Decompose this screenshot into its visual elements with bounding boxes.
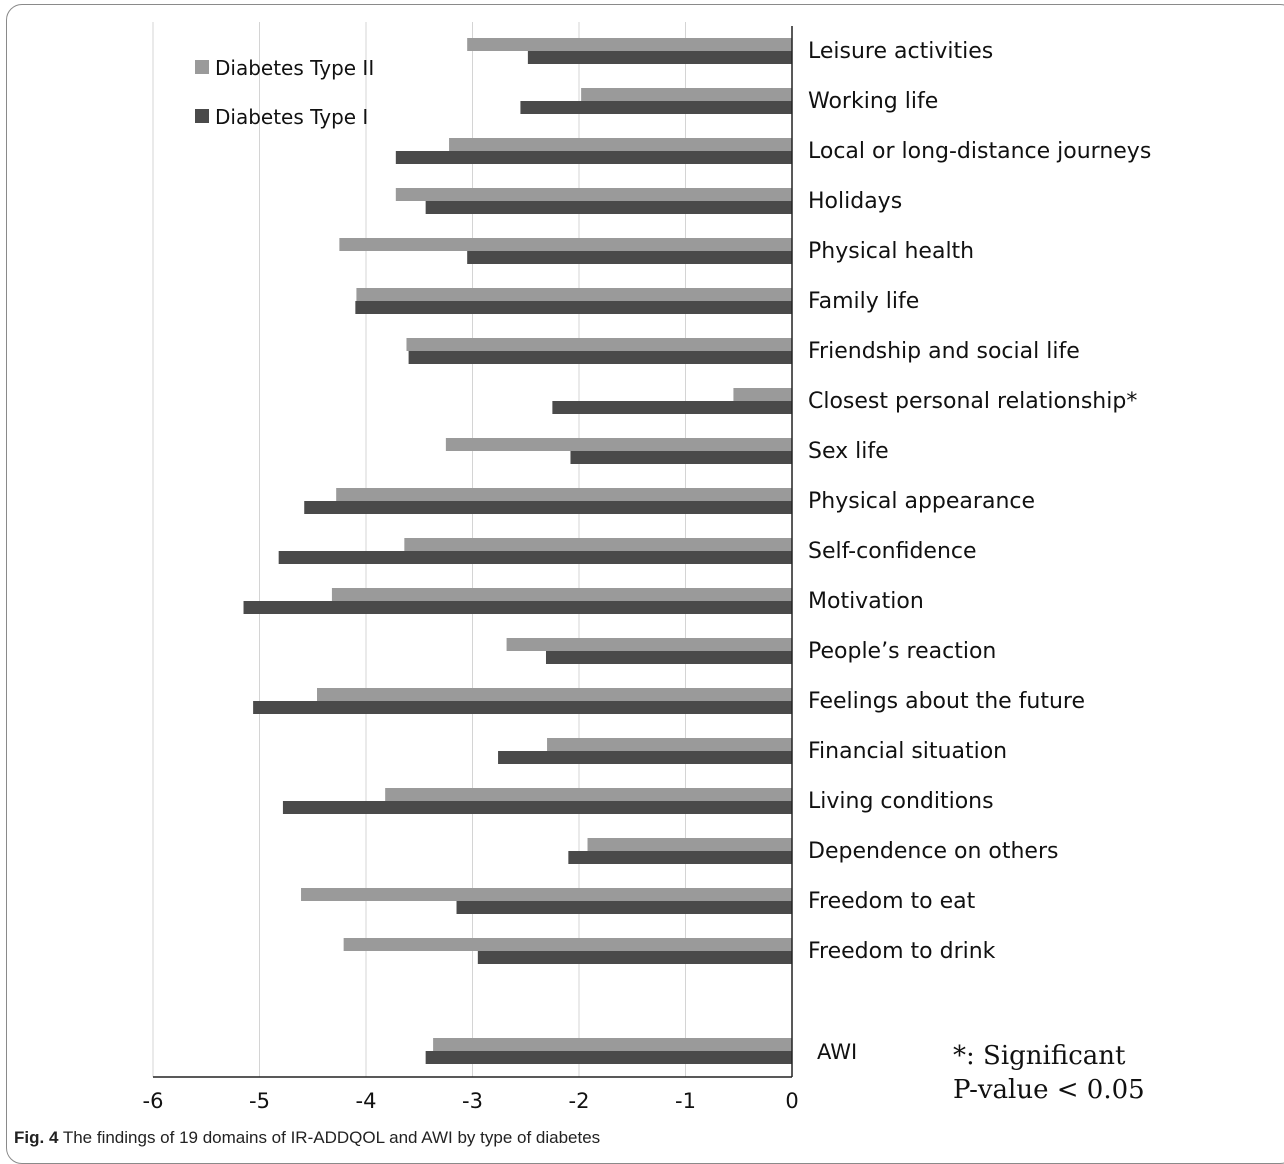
bar-type1-3 [425,201,792,214]
bar-type2-11 [331,588,792,601]
bar-type1-12 [545,651,792,664]
legend: Diabetes Type II Diabetes Type I [195,56,374,129]
legend-swatch-type2 [195,60,209,74]
caption-text: The findings of 19 domains of IR-ADDQOL … [62,1128,601,1147]
category-label: Physical health [808,239,974,264]
category-label: Sex life [808,439,889,464]
category-label: Self-confidence [808,539,977,564]
category-label: Holidays [808,189,902,214]
bar-type2-0 [467,38,792,51]
x-tick-label: -6 [143,1089,164,1113]
awi-label: AWI [817,1040,857,1064]
figure-caption: Fig. 4 The findings of 19 domains of IR-… [14,1128,600,1148]
category-label: Physical appearance [808,489,1035,514]
category-label: Family life [808,289,919,314]
note-line-2: P-value < 0.05 [953,1075,1145,1105]
x-tick-labels: -6 -5 -4 -3 -2 -1 0 [143,1089,799,1113]
bar-type2-19 [433,1038,792,1051]
category-label: Financial situation [808,739,1007,764]
legend-label-type2: Diabetes Type II [215,56,374,80]
bar-type1-1 [520,101,792,114]
category-label: Motivation [808,589,924,614]
bar-type1-0 [527,51,792,64]
bar-type2-16 [587,838,792,851]
bars [243,38,793,1064]
bar-type1-6 [408,351,792,364]
bar-type1-7 [552,401,792,414]
bar-type2-8 [445,438,792,451]
bar-type2-6 [406,338,792,351]
bar-type1-10 [278,551,792,564]
bar-type1-11 [243,601,792,614]
x-tick-label: -2 [569,1089,590,1113]
bar-type2-17 [301,888,792,901]
category-label: Local or long-distance journeys [808,139,1151,164]
bar-type2-4 [339,238,792,251]
bar-type2-9 [336,488,792,501]
note-line-1: *: Significant [953,1041,1126,1071]
bar-type2-2 [449,138,792,151]
category-label: Friendship and social life [808,339,1080,364]
caption-fig-label: Fig. 4 [14,1128,59,1147]
category-label: Leisure activities [808,39,993,64]
category-label: People’s reaction [808,639,996,664]
bar-type1-5 [355,301,792,314]
category-label: Freedom to drink [808,939,996,964]
bar-type1-13 [253,701,793,714]
bar-type2-10 [404,538,792,551]
bar-type2-15 [385,788,792,801]
x-tick-label: -4 [356,1089,377,1113]
category-label: Living conditions [808,789,994,814]
legend-swatch-type1 [195,109,209,123]
category-label: Closest personal relationship* [808,389,1137,414]
bar-chart: -6 -5 -4 -3 -2 -1 0 Leisure activities Working … [143,22,1151,1113]
bar-type2-18 [343,938,792,951]
category-label: Dependence on others [808,839,1058,864]
bar-type2-3 [395,188,792,201]
bar-type1-4 [467,251,792,264]
category-label: Freedom to eat [808,889,976,914]
x-tick-label: -3 [462,1089,483,1113]
category-label: Feelings about the future [808,689,1085,714]
bar-type2-12 [506,638,792,651]
significance-note: *: Significant P-value < 0.05 [953,1041,1145,1105]
bar-type2-1 [581,88,792,101]
bar-type1-17 [456,901,792,914]
bar-type2-14 [547,738,792,751]
bar-type1-2 [395,151,792,164]
bar-type1-16 [568,851,792,864]
bar-type2-13 [317,688,792,701]
bar-type1-15 [282,801,792,814]
bar-type2-5 [356,288,792,301]
x-tick-label: -5 [249,1089,270,1113]
bar-type1-9 [304,501,792,514]
bar-type1-18 [477,951,792,964]
bar-type1-14 [498,751,792,764]
x-tick-label: -1 [675,1089,696,1113]
category-label: Working life [808,89,938,114]
category-labels: Leisure activities Working life Local or l… [808,39,1151,1064]
x-tick-label: 0 [785,1089,798,1113]
bar-type2-7 [733,388,792,401]
bar-type1-19 [425,1051,792,1064]
legend-label-type1: Diabetes Type I [215,105,368,129]
bar-type1-8 [570,451,792,464]
